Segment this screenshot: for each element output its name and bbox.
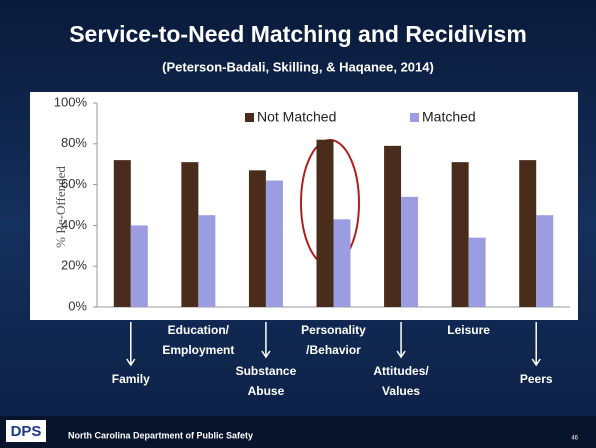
- footer-text: North Carolina Department of Public Safe…: [68, 430, 253, 440]
- logo: DPS: [11, 423, 42, 440]
- arrow-head: [531, 358, 541, 367]
- bar: [451, 162, 469, 307]
- page-number: 46: [571, 436, 578, 442]
- bar: [468, 237, 486, 307]
- arrow-head: [396, 350, 406, 359]
- arrow-head: [261, 350, 271, 359]
- footer-bar: [0, 416, 596, 448]
- y-tick-label: 20%: [61, 258, 87, 273]
- y-axis-label: % Re-Offended: [53, 166, 68, 248]
- chart-area: [30, 92, 578, 320]
- bar: [130, 225, 148, 307]
- bar: [401, 196, 419, 307]
- legend-label: Matched: [422, 109, 476, 125]
- subtitle: (Peterson-Badali, Skilling, & Haqanee, 2…: [162, 59, 434, 74]
- y-tick-label: 0%: [68, 298, 87, 313]
- bar: [113, 160, 131, 307]
- bar: [536, 215, 554, 307]
- bar: [333, 219, 351, 307]
- bar: [384, 145, 402, 307]
- chart-title: Service-to-Need Matching and Recidivism: [69, 21, 527, 47]
- x-tick-label: Peers: [520, 372, 553, 386]
- x-tick-label: Abuse: [248, 384, 285, 398]
- bar: [265, 180, 283, 307]
- bar: [181, 162, 199, 307]
- x-tick-label: Substance: [236, 364, 297, 378]
- x-tick-label: Attitudes/: [373, 364, 429, 378]
- logo-box: [6, 420, 46, 442]
- y-tick-label: 100%: [54, 94, 88, 109]
- x-tick-label: Family: [112, 372, 150, 386]
- arrow-head: [126, 358, 136, 367]
- bar: [248, 170, 266, 307]
- x-tick-label: Education/: [168, 323, 230, 337]
- x-tick-label: Leisure: [447, 323, 490, 337]
- x-tick-label: Employment: [162, 343, 234, 357]
- bar: [316, 139, 334, 307]
- legend-swatch: [410, 113, 419, 122]
- legend-swatch: [245, 113, 254, 122]
- legend-label: Not Matched: [257, 109, 336, 125]
- y-tick-label: 80%: [61, 135, 87, 150]
- bar: [519, 160, 537, 307]
- x-tick-label: Values: [382, 384, 420, 398]
- x-tick-label: /Behavior: [306, 343, 361, 357]
- y-tick-label: 60%: [61, 176, 87, 191]
- x-tick-label: Personality: [301, 323, 366, 337]
- y-tick-label: 40%: [61, 217, 87, 232]
- bar: [198, 215, 216, 307]
